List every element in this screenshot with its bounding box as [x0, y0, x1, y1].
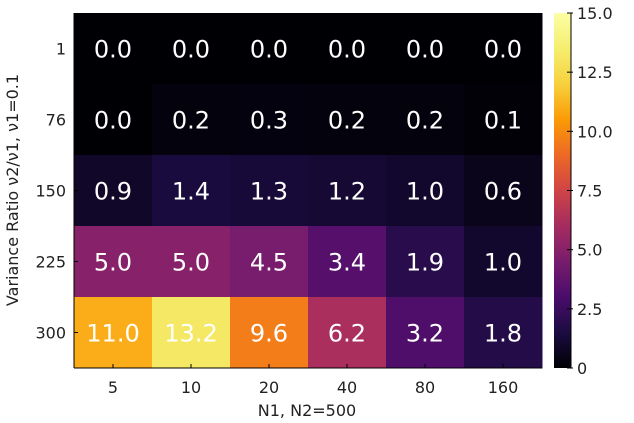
colorbar-tick-label: 2.5	[577, 300, 602, 319]
x-tick-label: 160	[488, 378, 519, 397]
y-tick-label: 150	[35, 182, 66, 201]
x-tick-label: 20	[259, 378, 279, 397]
heatmap-cell	[386, 155, 465, 227]
heatmap-cell	[74, 84, 153, 156]
heatmap-cell	[74, 13, 153, 85]
heatmap-cell	[464, 155, 543, 227]
x-tick-label: 10	[181, 378, 201, 397]
cell-value-label: 1.8	[484, 320, 522, 348]
cell-value-label: 13.2	[164, 320, 217, 348]
cell-value-label: 3.2	[406, 320, 444, 348]
heatmap-cell	[308, 226, 387, 298]
cell-value-label: 0.9	[94, 178, 132, 206]
cell-value-label: 1.3	[250, 178, 288, 206]
cell-value-label: 6.2	[328, 320, 366, 348]
y-tick-label: 225	[35, 253, 66, 272]
y-tick-label: 1	[56, 40, 66, 59]
cell-value-label: 4.5	[250, 249, 288, 277]
cell-value-label: 5.0	[172, 249, 210, 277]
cell-value-label: 1.0	[484, 249, 522, 277]
heatmap-cell	[464, 297, 543, 369]
cell-value-label: 1.9	[406, 249, 444, 277]
cell-value-label: 0.0	[250, 36, 288, 64]
colorbar-tick-label: 12.5	[577, 63, 613, 82]
heatmap-cell	[308, 13, 387, 85]
cell-value-label: 1.2	[328, 178, 366, 206]
y-tick-label: 300	[35, 324, 66, 343]
heatmap-cell	[386, 297, 465, 369]
heatmap-cell	[386, 13, 465, 85]
heatmap-cell	[152, 84, 231, 156]
x-axis-label: N1, N2=500	[258, 401, 356, 420]
heatmap-cell	[74, 226, 153, 298]
x-tick-label: 40	[337, 378, 357, 397]
heatmap-cell	[230, 13, 309, 85]
cell-value-label: 0.0	[94, 36, 132, 64]
heatmap-axes: 5 10 20 40 80 160 1 76 150 225 300	[35, 13, 542, 397]
cell-value-label: 5.0	[94, 249, 132, 277]
cell-value-label: 0.2	[406, 107, 444, 135]
heatmap-cell	[152, 155, 231, 227]
cell-value-label: 0.0	[328, 36, 366, 64]
cell-value-label: 9.6	[250, 320, 288, 348]
y-tick-label: 76	[46, 111, 66, 130]
cell-value-label: 0.0	[172, 36, 210, 64]
x-tick-label: 80	[415, 378, 435, 397]
cell-value-label: 0.6	[484, 178, 522, 206]
y-axis-label: Variance Ratio ν2/ν1, ν1=0.1	[3, 74, 22, 306]
cell-value-label: 11.0	[86, 320, 139, 348]
colorbar-tick-label: 5.0	[577, 241, 602, 260]
cell-value-label: 0.0	[94, 107, 132, 135]
heatmap-cell	[230, 155, 309, 227]
colorbar-tick-label: 15.0	[577, 4, 613, 23]
cell-value-label: 0.0	[484, 36, 522, 64]
heatmap-cell	[230, 297, 309, 369]
cell-value-label: 0.1	[484, 107, 522, 135]
heatmap-cell	[152, 297, 231, 369]
heatmap-cells	[74, 13, 543, 369]
heatmap-cell	[74, 155, 153, 227]
heatmap-cell	[74, 297, 153, 369]
colorbar-tick-label: 0	[577, 359, 587, 378]
heatmap-cell	[308, 155, 387, 227]
cell-value-label: 0.2	[328, 107, 366, 135]
heatmap-cell	[464, 226, 543, 298]
cell-value-label: 1.4	[172, 178, 210, 206]
heatmap-cell	[152, 13, 231, 85]
colorbar-tick-label: 10.0	[577, 122, 613, 141]
colorbar-tick-label: 7.5	[577, 182, 602, 201]
cell-value-label: 0.3	[250, 107, 288, 135]
heatmap-cell	[386, 84, 465, 156]
colorbar: 0 2.5 5.0 7.5 10.0 12.5 15.0	[554, 4, 613, 378]
heatmap-value-labels: 0.0 0.0 0.0 0.0 0.0 0.0 0.0 0.2 0.3 0.2 0.2 0.1 0.9 1…	[86, 36, 522, 348]
cell-value-label: 0.2	[172, 107, 210, 135]
cell-value-label: 1.0	[406, 178, 444, 206]
cell-value-label: 3.4	[328, 249, 366, 277]
heatmap-cell	[152, 226, 231, 298]
heatmap-cell	[464, 84, 543, 156]
x-tick-label: 5	[108, 378, 118, 397]
colorbar-gradient	[554, 13, 571, 368]
heatmap-cell	[230, 226, 309, 298]
heatmap-cell	[386, 226, 465, 298]
heatmap-cell	[464, 13, 543, 85]
heatmap-cell	[308, 297, 387, 369]
heatmap-cell	[308, 84, 387, 156]
cell-value-label: 0.0	[406, 36, 444, 64]
heatmap-cell	[230, 84, 309, 156]
